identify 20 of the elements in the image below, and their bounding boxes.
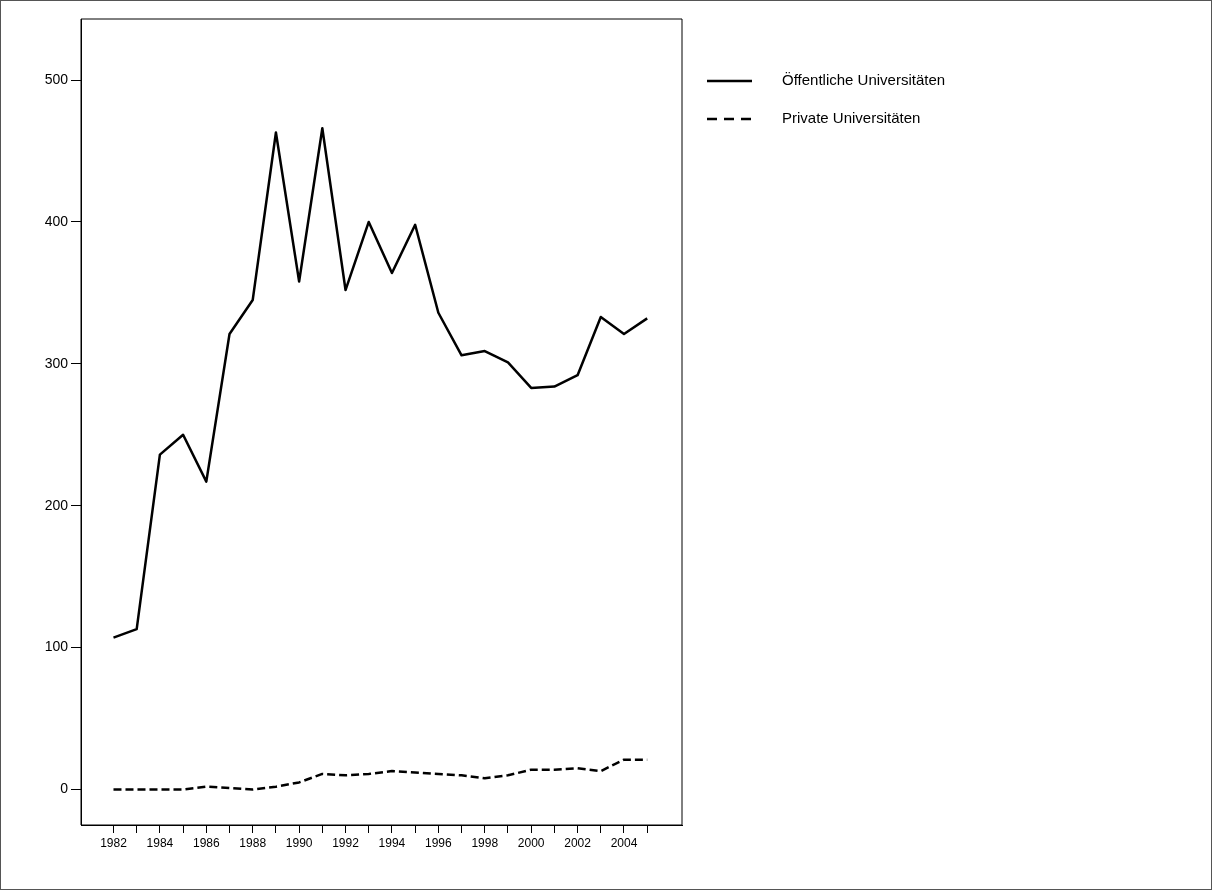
x-tick-label: 1994 xyxy=(378,835,406,850)
x-tick-label: 1984 xyxy=(146,835,174,850)
legend-label: Private Universitäten xyxy=(782,109,921,127)
x-tick-label: 1988 xyxy=(239,835,267,850)
x-tick-label: 1992 xyxy=(332,835,360,850)
x-tick-label: 1982 xyxy=(100,835,128,850)
y-tick-label: 0 xyxy=(60,780,69,797)
x-tick-label: 1990 xyxy=(285,835,313,850)
x-tick-label: 2004 xyxy=(610,835,638,850)
x-tick-label: 1998 xyxy=(471,835,499,850)
y-tick-label: 300 xyxy=(44,354,69,371)
x-tick-label: 1996 xyxy=(425,835,453,850)
x-tick-label: 1986 xyxy=(192,835,220,850)
y-tick-label: 500 xyxy=(44,70,69,87)
legend-label: Öffentliche Universitäten xyxy=(782,71,946,89)
y-tick-label: 200 xyxy=(44,496,69,513)
y-tick-label: 400 xyxy=(44,212,69,229)
x-tick-label: 2000 xyxy=(517,835,545,850)
y-tick-label: 100 xyxy=(44,638,69,655)
x-tick-label: 2002 xyxy=(564,835,592,850)
